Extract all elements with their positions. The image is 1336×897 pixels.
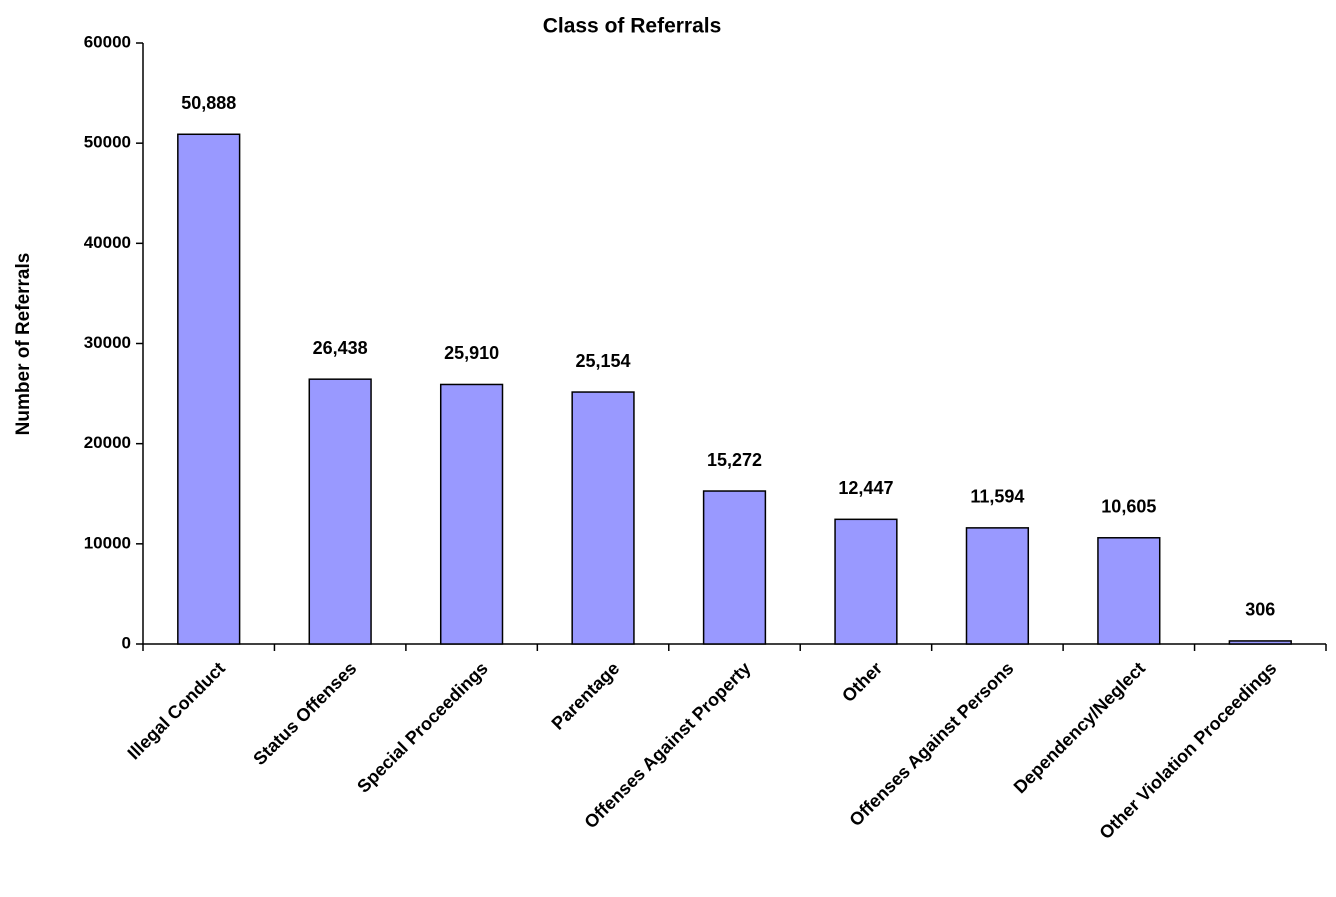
x-tick-label: Special Proceedings: [353, 658, 492, 797]
bar: [965, 527, 1030, 645]
value-label: 25,910: [444, 343, 499, 363]
bar: [571, 391, 635, 645]
bar: [439, 383, 504, 645]
x-tick-label: Other: [838, 658, 886, 706]
x-tick-label: Status Offenses: [249, 658, 360, 769]
y-tick-label: 50000: [84, 133, 131, 152]
y-tick-label: 30000: [84, 333, 131, 352]
y-tick-label: 40000: [84, 233, 131, 252]
y-tick-label: 20000: [84, 433, 131, 452]
value-label: 10,605: [1101, 497, 1156, 517]
value-label: 306: [1245, 600, 1275, 620]
value-label: 50,888: [181, 93, 236, 113]
x-tick-label: Illegal Conduct: [124, 658, 229, 763]
x-tick-label: Parentage: [548, 658, 624, 734]
bar: [834, 518, 898, 645]
x-tick-label: Dependency/Neglect: [1010, 658, 1149, 797]
bar: [177, 133, 241, 645]
value-label: 12,447: [838, 478, 893, 498]
value-label: 25,154: [576, 351, 631, 371]
value-label: 11,594: [970, 487, 1024, 507]
y-axis-label: Number of Referrals: [13, 253, 34, 436]
bar: [1228, 640, 1292, 645]
bar: [1097, 537, 1161, 645]
value-label: 26,438: [313, 338, 368, 358]
chart-title: Class of Referrals: [543, 15, 722, 38]
y-tick-label: 10000: [84, 533, 131, 552]
bar: [308, 378, 372, 645]
value-label: 15,272: [707, 450, 762, 470]
y-tick-label: 0: [122, 633, 131, 652]
y-tick-label: 60000: [84, 32, 131, 51]
bar: [702, 490, 767, 645]
